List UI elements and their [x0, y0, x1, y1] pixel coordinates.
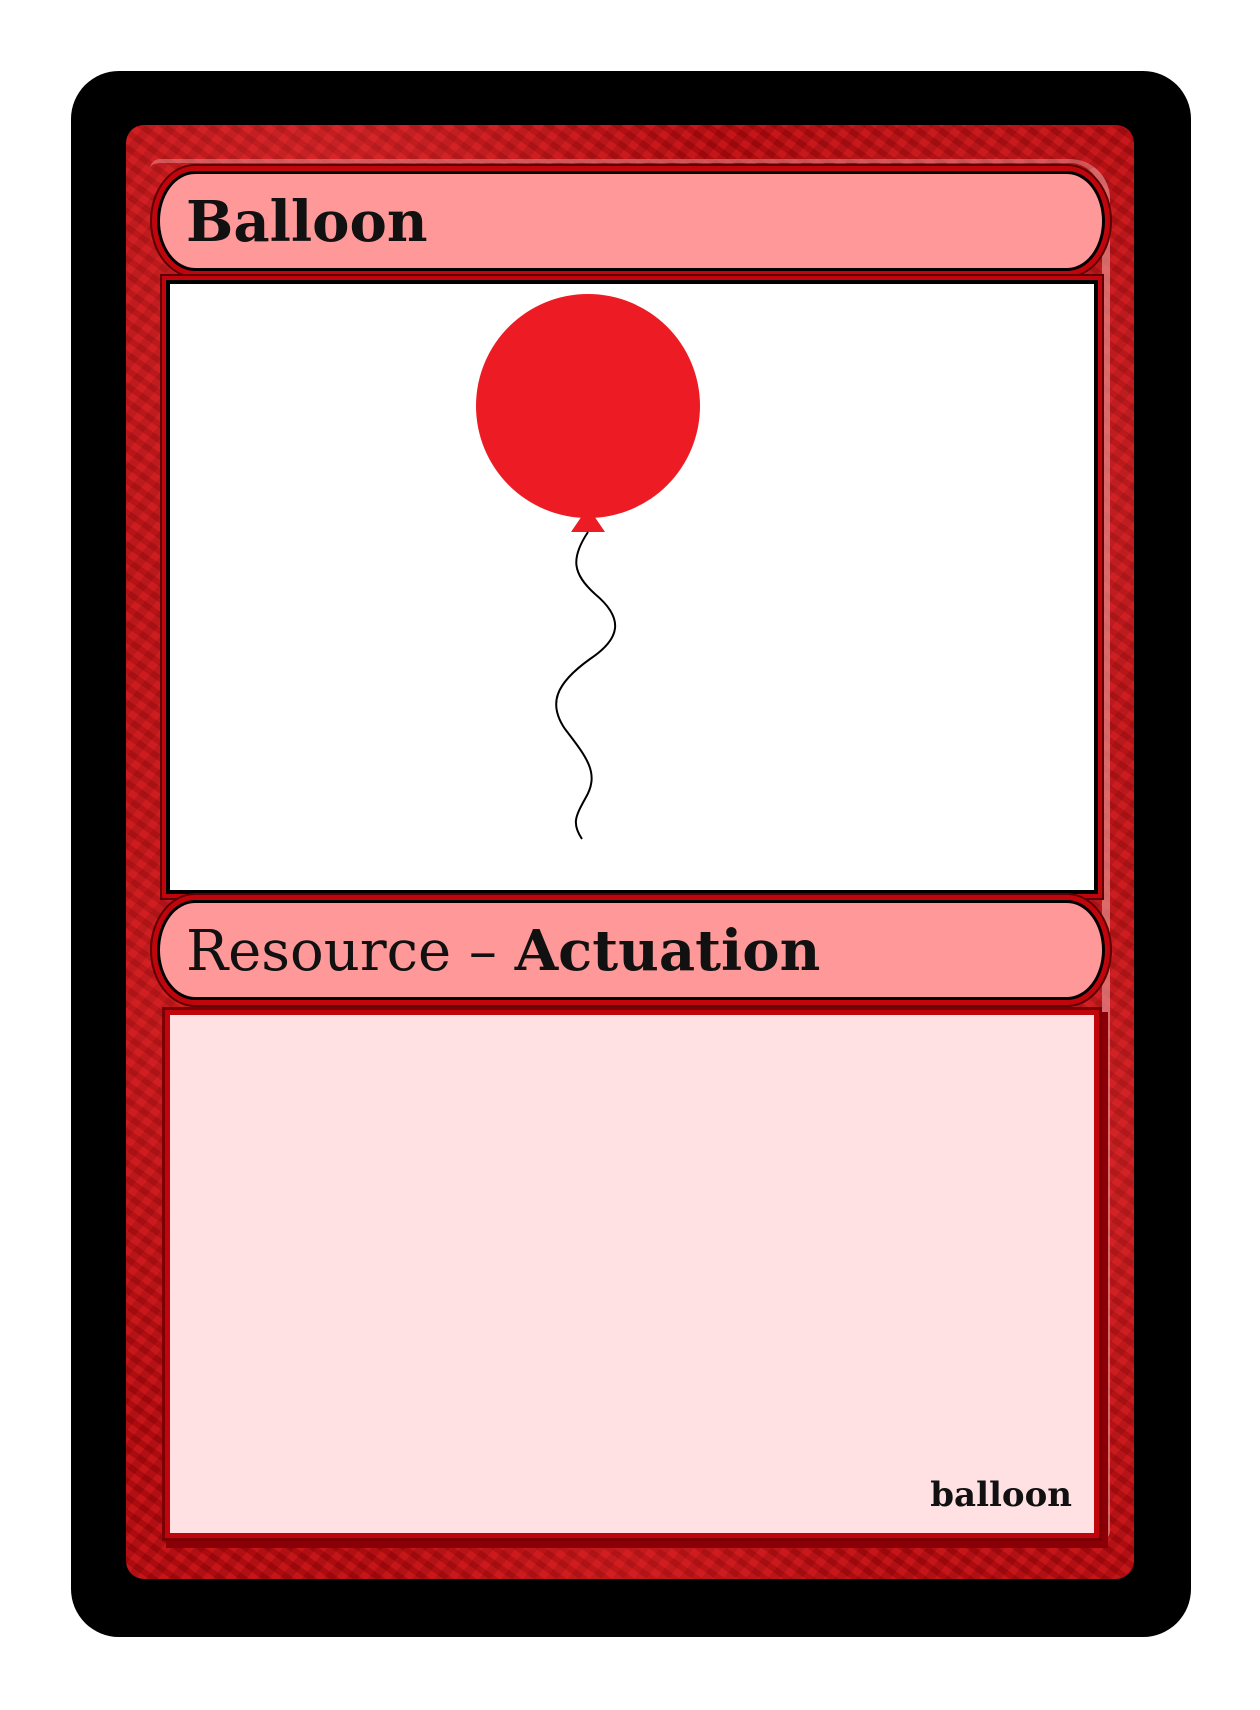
card-title: Balloon	[186, 189, 428, 255]
balloon-string	[555, 531, 616, 840]
balloon-icon	[476, 294, 700, 840]
frame-highlight	[150, 159, 1110, 1541]
rules-text-box: balloon	[165, 1010, 1099, 1538]
card: Balloon Resource – Actuation balloon	[71, 71, 1191, 1637]
type-line: Resource – Actuation	[186, 917, 820, 986]
title-bar: Balloon	[157, 171, 1105, 271]
type-sub: Actuation	[514, 918, 821, 984]
footer-label: balloon	[930, 1475, 1072, 1515]
art-box	[166, 280, 1098, 894]
type-main: Resource –	[186, 919, 515, 984]
type-bar: Resource – Actuation	[157, 900, 1105, 1000]
balloon-knot	[571, 507, 605, 532]
balloon-body	[476, 294, 700, 518]
card-frame: Balloon Resource – Actuation balloon	[126, 125, 1134, 1579]
